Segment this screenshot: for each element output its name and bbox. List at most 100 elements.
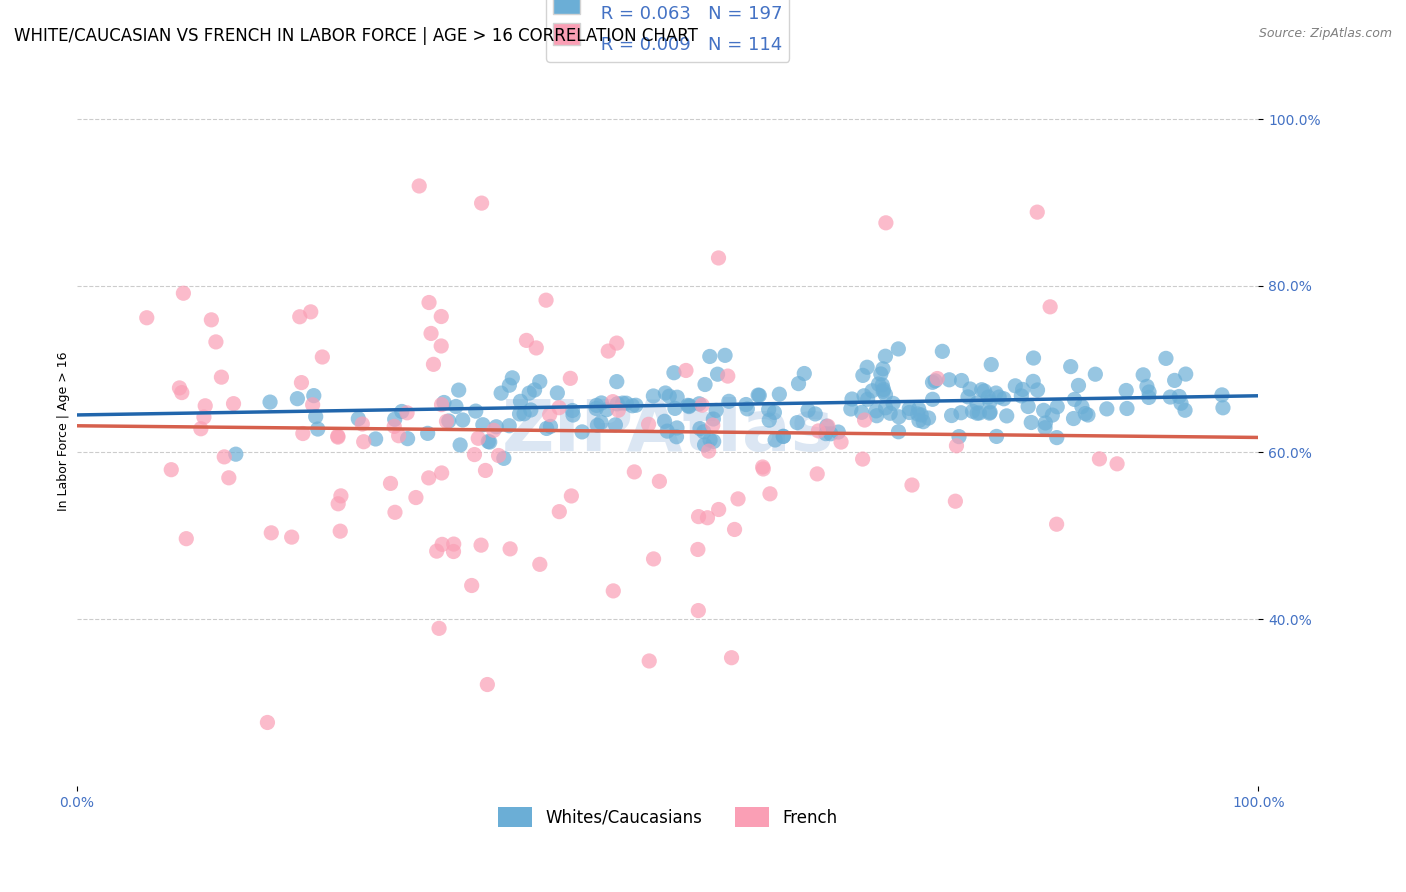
Point [571, 425, 593, 439]
Point [529, 375, 551, 389]
Point [910, 408, 932, 422]
Point [1168, 389, 1191, 403]
Point [763, 405, 786, 419]
Point [654, 414, 676, 428]
Point [658, 389, 681, 403]
Point [193, 410, 215, 425]
Point [879, 406, 901, 420]
Point [1136, 379, 1159, 393]
Point [979, 395, 1001, 409]
Point [326, 430, 349, 444]
Point [420, 326, 443, 341]
Point [1063, 411, 1085, 425]
Point [804, 407, 827, 421]
Point [326, 429, 349, 443]
Point [688, 603, 710, 617]
Point [696, 510, 718, 524]
Point [301, 398, 323, 412]
Point [737, 401, 759, 416]
Point [470, 538, 492, 552]
Point [984, 386, 1007, 401]
Point [517, 386, 540, 401]
Point [225, 447, 247, 461]
Point [1163, 373, 1185, 387]
Y-axis label: In Labor Force | Age > 16: In Labor Force | Age > 16 [58, 351, 70, 511]
Point [169, 381, 191, 395]
Point [422, 357, 444, 371]
Point [956, 390, 979, 404]
Point [418, 471, 440, 485]
Point [1010, 389, 1032, 403]
Point [852, 368, 875, 383]
Point [523, 383, 546, 397]
Point [328, 497, 350, 511]
Point [921, 392, 943, 407]
Point [1154, 351, 1177, 366]
Point [464, 404, 486, 418]
Point [585, 401, 607, 416]
Point [707, 251, 730, 265]
Point [430, 537, 453, 551]
Point [388, 428, 411, 442]
Point [907, 407, 929, 421]
Point [1212, 401, 1234, 415]
Point [786, 416, 808, 430]
Point [908, 413, 931, 427]
Point [460, 578, 482, 592]
Point [586, 418, 609, 433]
Point [477, 677, 499, 691]
Point [562, 408, 585, 422]
Point [875, 401, 897, 415]
Point [595, 402, 617, 417]
Point [218, 471, 240, 485]
Point [471, 417, 494, 432]
Point [471, 196, 494, 211]
Point [591, 396, 613, 410]
Point [305, 409, 328, 424]
Point [686, 542, 709, 557]
Point [869, 367, 891, 381]
Point [689, 422, 711, 436]
Text: Source: ZipAtlas.com: Source: ZipAtlas.com [1258, 27, 1392, 40]
Point [478, 435, 501, 450]
Point [329, 524, 352, 538]
Point [768, 387, 790, 401]
Point [887, 425, 910, 439]
Point [382, 419, 405, 434]
Point [841, 392, 863, 406]
Point [463, 448, 485, 462]
Point [1137, 391, 1160, 405]
Point [1039, 300, 1062, 314]
Point [160, 463, 183, 477]
Point [1159, 390, 1181, 404]
Point [437, 414, 460, 428]
Point [488, 449, 510, 463]
Point [1084, 368, 1107, 382]
Point [1132, 368, 1154, 382]
Point [941, 409, 963, 423]
Point [727, 491, 749, 506]
Point [1077, 408, 1099, 422]
Point [748, 388, 770, 402]
Point [948, 429, 970, 443]
Point [548, 505, 571, 519]
Point [917, 411, 939, 425]
Point [872, 384, 894, 399]
Text: ZIPAtlas: ZIPAtlas [502, 397, 834, 467]
Point [290, 376, 312, 390]
Point [665, 421, 688, 435]
Point [426, 544, 449, 558]
Point [665, 430, 688, 444]
Point [815, 419, 838, 434]
Point [546, 386, 568, 401]
Point [662, 366, 685, 380]
Point [707, 502, 730, 516]
Point [690, 398, 713, 412]
Point [443, 544, 465, 558]
Point [643, 389, 665, 403]
Point [875, 349, 897, 363]
Point [1137, 384, 1160, 399]
Point [612, 396, 634, 410]
Point [980, 358, 1002, 372]
Point [498, 418, 520, 433]
